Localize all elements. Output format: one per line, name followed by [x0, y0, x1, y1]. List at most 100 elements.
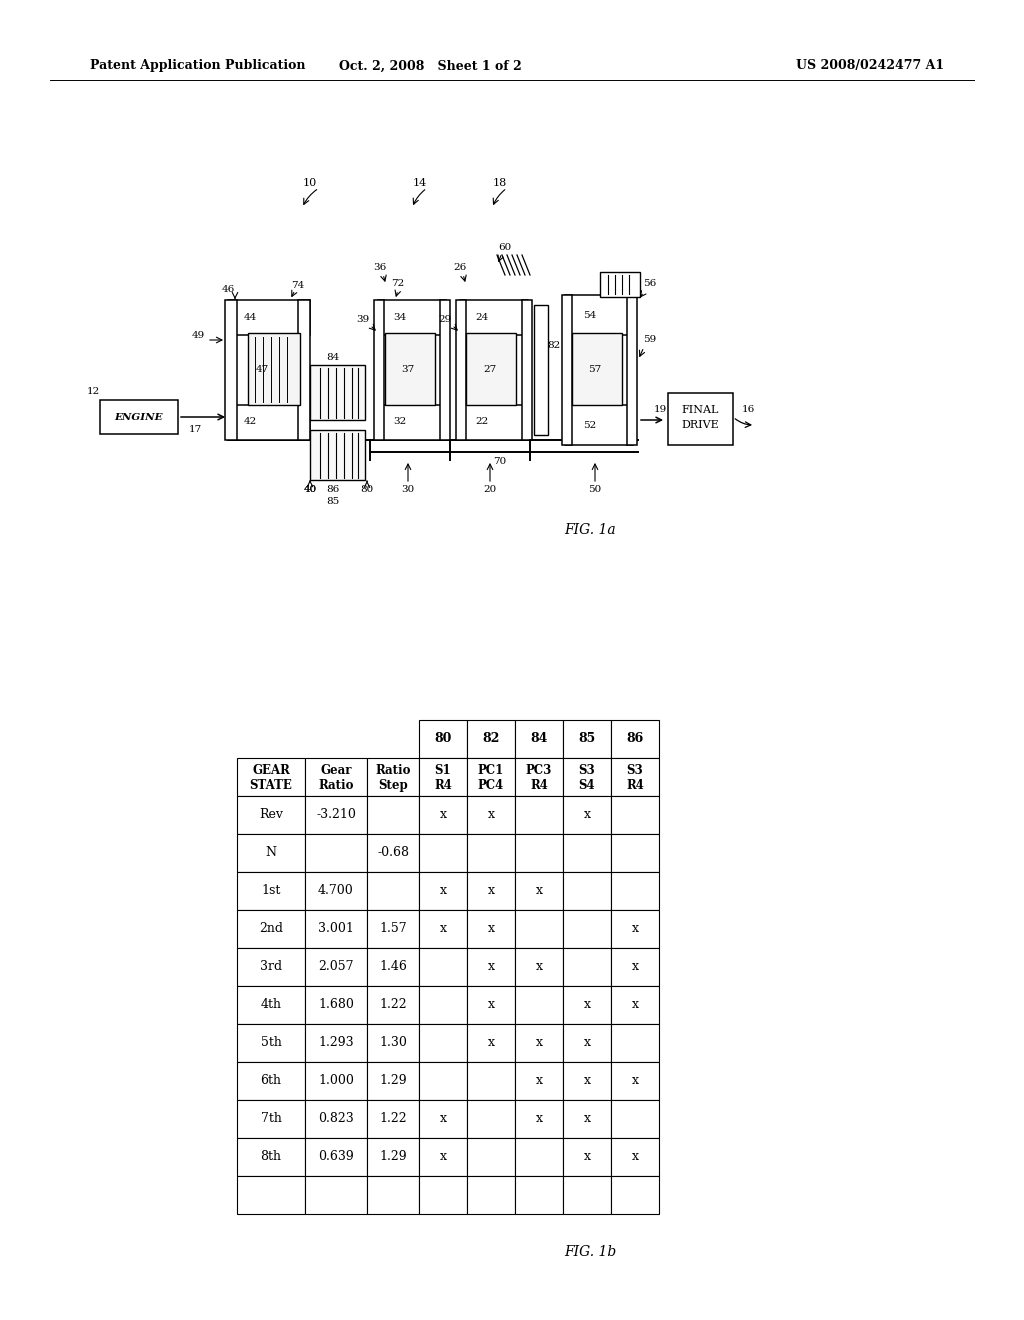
Text: 84: 84: [530, 733, 548, 746]
Bar: [460, 300, 528, 335]
Bar: [627, 294, 637, 445]
Bar: [611, 986, 659, 1024]
Bar: [237, 909, 305, 948]
Text: 32: 32: [393, 417, 407, 426]
Bar: [367, 1100, 419, 1138]
Bar: [467, 834, 515, 873]
Text: DRIVE: DRIVE: [681, 420, 719, 430]
Text: 0.823: 0.823: [318, 1113, 354, 1126]
Bar: [419, 909, 467, 948]
Bar: [305, 1176, 367, 1214]
Bar: [419, 1063, 467, 1100]
Bar: [515, 1176, 563, 1214]
Text: 19: 19: [653, 405, 667, 414]
Bar: [466, 333, 516, 405]
Bar: [515, 1024, 563, 1063]
Bar: [419, 834, 467, 873]
Text: 82: 82: [482, 733, 500, 746]
Bar: [305, 986, 367, 1024]
Text: 1.30: 1.30: [379, 1036, 407, 1049]
Text: 12: 12: [86, 388, 99, 396]
Bar: [237, 1176, 305, 1214]
Bar: [237, 758, 305, 796]
Bar: [305, 796, 367, 834]
Text: N: N: [265, 846, 276, 859]
Bar: [611, 719, 659, 758]
Text: x: x: [536, 1074, 543, 1088]
Bar: [467, 986, 515, 1024]
Bar: [563, 948, 611, 986]
Bar: [467, 873, 515, 909]
Bar: [419, 796, 467, 834]
Text: x: x: [584, 1113, 591, 1126]
Text: 1.29: 1.29: [379, 1074, 407, 1088]
Text: 27: 27: [483, 364, 497, 374]
Bar: [419, 719, 467, 758]
Text: 40: 40: [303, 486, 316, 495]
Text: 16: 16: [741, 405, 755, 414]
Bar: [467, 1176, 515, 1214]
Bar: [515, 986, 563, 1024]
Text: FIG. 1b: FIG. 1b: [564, 1245, 616, 1259]
Bar: [563, 1100, 611, 1138]
Text: 37: 37: [401, 364, 415, 374]
Bar: [563, 986, 611, 1024]
Bar: [460, 405, 528, 440]
Text: x: x: [487, 961, 495, 974]
Text: FINAL: FINAL: [681, 405, 719, 414]
Text: 36: 36: [374, 264, 387, 272]
Text: 26: 26: [454, 264, 467, 272]
Text: 56: 56: [643, 279, 656, 288]
Bar: [367, 1138, 419, 1176]
Text: x: x: [439, 1113, 446, 1126]
Bar: [305, 1100, 367, 1138]
Text: R4: R4: [434, 779, 452, 792]
Text: x: x: [632, 998, 639, 1011]
Bar: [440, 300, 450, 440]
Text: Ratio: Ratio: [375, 764, 411, 776]
Bar: [374, 300, 384, 440]
Text: 1.293: 1.293: [318, 1036, 354, 1049]
Bar: [515, 834, 563, 873]
Text: 49: 49: [191, 330, 205, 339]
Text: 80: 80: [434, 733, 452, 746]
Text: x: x: [487, 923, 495, 936]
Bar: [367, 873, 419, 909]
Bar: [419, 1138, 467, 1176]
Text: 57: 57: [589, 364, 602, 374]
Bar: [310, 366, 365, 420]
Text: S1: S1: [434, 764, 452, 776]
Text: 17: 17: [188, 425, 202, 434]
Bar: [237, 796, 305, 834]
Text: S4: S4: [579, 779, 595, 792]
Text: 44: 44: [244, 313, 257, 322]
Bar: [467, 1063, 515, 1100]
Bar: [237, 873, 305, 909]
Text: 14: 14: [413, 178, 427, 187]
Text: 1.680: 1.680: [318, 998, 354, 1011]
Bar: [562, 294, 572, 445]
Bar: [305, 948, 367, 986]
Bar: [419, 1024, 467, 1063]
Text: x: x: [536, 1036, 543, 1049]
Text: x: x: [632, 961, 639, 974]
Bar: [237, 1063, 305, 1100]
Bar: [563, 796, 611, 834]
Bar: [515, 719, 563, 758]
Bar: [367, 796, 419, 834]
Text: 5th: 5th: [260, 1036, 282, 1049]
Text: 1.000: 1.000: [318, 1074, 354, 1088]
Bar: [467, 909, 515, 948]
Bar: [456, 300, 466, 440]
Bar: [419, 1176, 467, 1214]
Text: -0.68: -0.68: [377, 846, 409, 859]
Text: 60: 60: [499, 243, 512, 252]
Bar: [419, 758, 467, 796]
Text: 8th: 8th: [260, 1151, 282, 1163]
Text: x: x: [487, 1036, 495, 1049]
Bar: [305, 758, 367, 796]
Text: 86: 86: [327, 486, 340, 495]
Text: x: x: [439, 884, 446, 898]
Bar: [563, 873, 611, 909]
Bar: [611, 909, 659, 948]
